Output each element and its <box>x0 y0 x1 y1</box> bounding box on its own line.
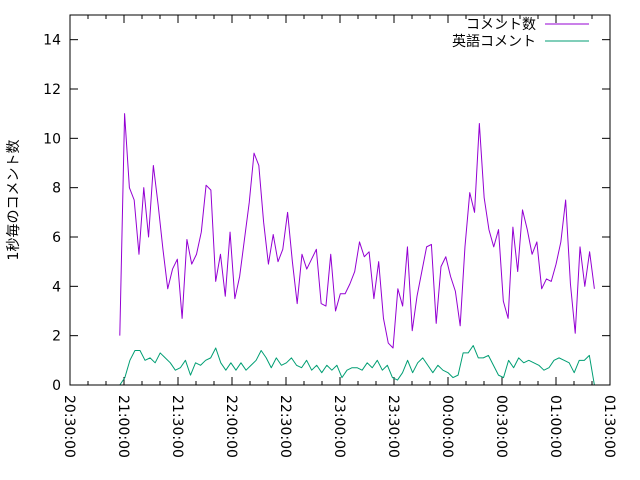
y-tick-label: 12 <box>43 82 61 98</box>
x-tick-label: 21:30:00 <box>169 395 185 458</box>
y-axis-label: 1秒毎のコメント数 <box>6 140 22 261</box>
x-tick-label: 00:30:00 <box>493 395 509 458</box>
x-tick-label: 23:00:00 <box>331 395 347 458</box>
y-tick-label: 10 <box>43 131 61 147</box>
series-lines <box>119 113 595 386</box>
x-tick-label: 21:00:00 <box>115 395 131 458</box>
series-line <box>119 345 595 386</box>
y-tick-label: 14 <box>43 33 61 49</box>
plot-frame <box>69 14 611 386</box>
x-axis-ticks: 20:30:00 21:00:00 21:30:00 22:00:00 22:30:00… <box>61 15 617 458</box>
x-tick-label: 01:00:00 <box>547 395 563 458</box>
y-tick-label: 2 <box>52 329 61 345</box>
x-tick-label: 20:30:00 <box>61 395 77 458</box>
x-tick-label: 23:30:00 <box>385 395 401 458</box>
legend-label: 英語コメント <box>452 33 536 50</box>
y-tick-label: 6 <box>52 230 61 246</box>
y-axis-ticks: 0 2 4 6 8 10 12 14 <box>43 33 610 394</box>
series-line <box>119 113 595 349</box>
y-tick-label: 0 <box>52 378 61 394</box>
x-tick-label: 00:00:00 <box>439 395 455 458</box>
x-tick-label: 22:30:00 <box>277 395 293 458</box>
legend-label: コメント数 <box>466 17 536 33</box>
y-tick-label: 4 <box>52 279 61 295</box>
x-tick-label: 22:00:00 <box>223 395 239 458</box>
x-tick-label: 01:30:00 <box>601 395 617 458</box>
y-tick-label: 8 <box>52 181 61 197</box>
